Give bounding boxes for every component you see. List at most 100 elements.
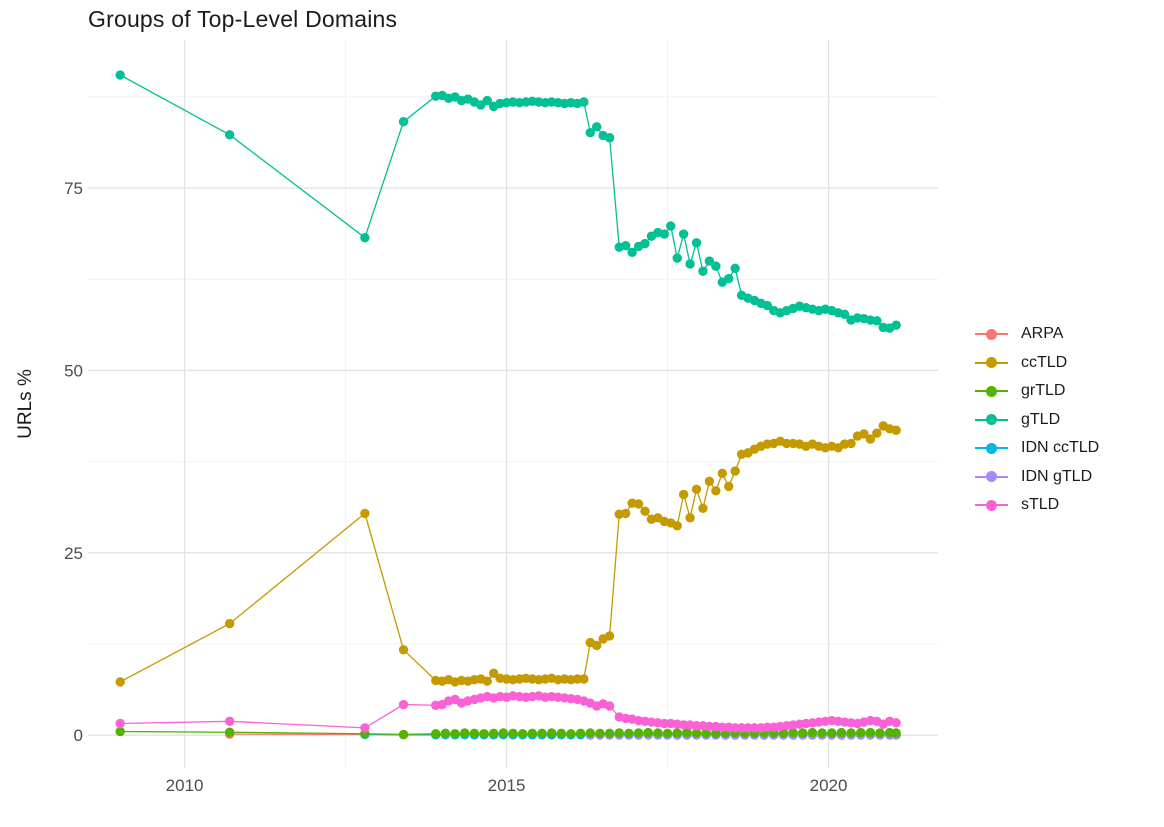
y-axis-title: URLs % xyxy=(15,369,36,439)
legend-item-IDN gTLD: IDN gTLD xyxy=(975,465,1099,489)
y-tick-label: 25 xyxy=(64,544,83,563)
series-point-sTLD xyxy=(224,716,235,727)
legend-label: ARPA xyxy=(1021,325,1064,342)
series-point-grTLD xyxy=(115,726,125,737)
series-point-grTLD xyxy=(224,727,235,737)
series-point-grTLD xyxy=(875,728,885,738)
series-point-ccTLD xyxy=(640,506,650,516)
legend-key-icon xyxy=(975,442,1008,454)
series-point-gTLD xyxy=(640,238,650,249)
series-point-gTLD xyxy=(115,70,125,80)
series-point-gTLD xyxy=(482,95,492,106)
legend-label: IDN ccTLD xyxy=(1021,439,1100,456)
series-point-grTLD xyxy=(450,729,460,739)
y-tick-label: 0 xyxy=(74,726,83,745)
series-point-grTLD xyxy=(604,728,615,739)
series-point-ccTLD xyxy=(730,466,740,476)
series-point-sTLD xyxy=(762,722,773,732)
series-point-ccTLD xyxy=(115,677,125,687)
series-line-gTLD xyxy=(119,74,897,329)
series-point-grTLD xyxy=(595,728,605,739)
series-point-grTLD xyxy=(508,728,518,739)
series-point-sTLD xyxy=(115,718,125,729)
series-point-gTLD xyxy=(839,309,850,319)
series-point-ccTLD xyxy=(859,429,869,439)
legend-item-gTLD: gTLD xyxy=(975,408,1099,432)
legend-label: IDN gTLD xyxy=(1021,467,1093,485)
series-point-grTLD xyxy=(585,728,595,738)
series-point-sTLD xyxy=(891,718,901,728)
series-point-ccTLD xyxy=(872,428,882,438)
series-point-gTLD xyxy=(604,133,615,143)
series-point-gTLD xyxy=(724,273,734,284)
series-point-gTLD xyxy=(691,238,702,248)
series-point-ccTLD xyxy=(398,645,409,655)
series-point-ccTLD xyxy=(678,489,689,500)
series-point-gTLD xyxy=(659,229,670,239)
series-point-sTLD xyxy=(730,723,740,733)
series-point-gTLD xyxy=(711,261,721,271)
series-point-ccTLD xyxy=(672,521,682,531)
series-point-grTLD xyxy=(575,728,586,739)
series-point-gTLD xyxy=(666,221,676,231)
series-point-ccTLD xyxy=(698,503,708,514)
series-point-grTLD xyxy=(662,728,673,739)
series-point-grTLD xyxy=(498,728,509,738)
series-point-ccTLD xyxy=(711,486,721,496)
series-point-gTLD xyxy=(585,127,595,138)
series-point-gTLD xyxy=(730,263,740,274)
series-point-ccTLD xyxy=(891,425,901,435)
series-point-gTLD xyxy=(891,320,901,330)
legend: ARPA ccTLD grTLD gTLD IDN ccTLD IDN gTLD sTLD xyxy=(975,322,1099,522)
y-tick-label: 75 xyxy=(64,179,83,198)
series-point-grTLD xyxy=(479,729,489,739)
legend-label: sTLD xyxy=(1021,496,1060,513)
series-point-ccTLD xyxy=(604,631,615,641)
legend-item-IDN ccTLD: IDN ccTLD xyxy=(975,436,1099,460)
series-point-sTLD xyxy=(749,723,760,733)
series-point-grTLD xyxy=(836,727,847,738)
series-point-grTLD xyxy=(566,729,576,739)
legend-key-icon xyxy=(975,499,1008,511)
legend-label: gTLD xyxy=(1021,410,1061,428)
series-point-grTLD xyxy=(672,728,682,738)
x-tick-label: 2020 xyxy=(810,776,848,795)
series-point-grTLD xyxy=(460,728,470,738)
legend-key-icon xyxy=(975,357,1008,369)
series-point-sTLD xyxy=(691,720,702,731)
series-point-gTLD xyxy=(762,300,773,311)
series-point-grTLD xyxy=(856,727,866,738)
series-point-grTLD xyxy=(556,728,566,739)
series-point-sTLD xyxy=(678,720,689,730)
legend-label: ccTLD xyxy=(1021,353,1068,371)
series-point-grTLD xyxy=(817,728,827,738)
legend-key-icon xyxy=(975,414,1008,426)
series-point-grTLD xyxy=(711,728,721,739)
legend-key-icon xyxy=(975,385,1008,397)
series-point-gTLD xyxy=(620,241,631,251)
series-point-grTLD xyxy=(431,729,441,739)
series-point-grTLD xyxy=(398,729,409,740)
series-point-ccTLD xyxy=(717,468,727,478)
y-tick-label: 50 xyxy=(64,361,83,380)
series-point-sTLD xyxy=(743,723,753,733)
series-point-gTLD xyxy=(224,130,235,140)
legend-item-sTLD: sTLD xyxy=(975,493,1099,517)
legend-item-ARPA: ARPA xyxy=(975,322,1099,346)
series-point-ccTLD xyxy=(572,674,583,684)
series-point-sTLD xyxy=(704,721,715,732)
series-point-ccTLD xyxy=(488,668,499,678)
series-point-ccTLD xyxy=(224,618,235,629)
series-point-gTLD xyxy=(872,316,882,326)
series-point-ccTLD xyxy=(620,508,631,519)
series-point-ccTLD xyxy=(579,674,589,684)
legend-key-icon xyxy=(975,328,1008,340)
series-point-grTLD xyxy=(633,728,644,738)
legend-item-grTLD: grTLD xyxy=(975,379,1099,403)
series-point-grTLD xyxy=(691,728,702,738)
series-point-gTLD xyxy=(579,97,589,107)
series-point-grTLD xyxy=(643,727,653,738)
series-point-gTLD xyxy=(698,266,708,276)
